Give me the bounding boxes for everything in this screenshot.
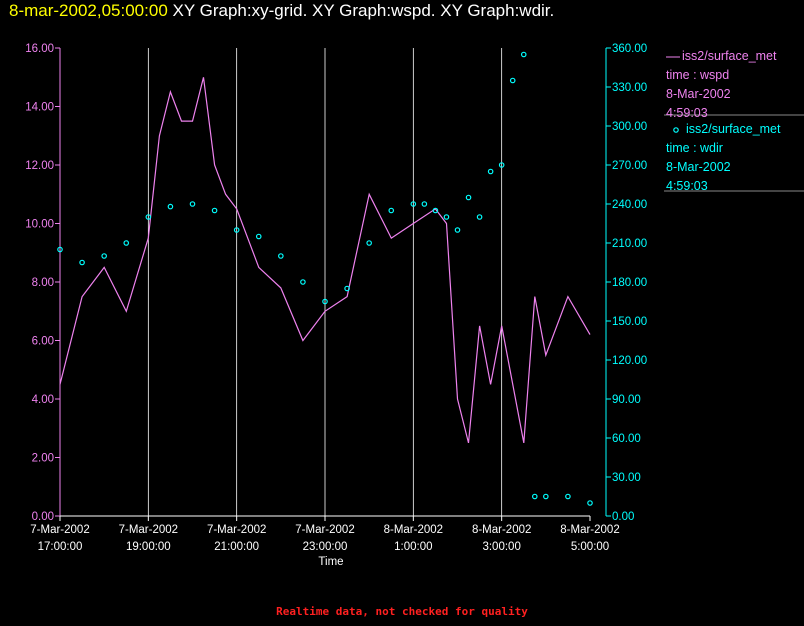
x-axis: 7-Mar-2002 17:00:00 7-Mar-2002 19:00:00 7-Ma… [30,515,620,553]
wdir-point [57,246,63,253]
right-tick-label: 30.00 [612,472,641,484]
legend-wdir: iss2/surface_met time : wdir 8-Mar-2002 … [666,120,780,196]
wdir-point [443,214,450,220]
legend-wdir-label: time : wdir [666,141,723,155]
wdir-point [410,201,417,207]
right-tick-label: 240.00 [612,199,647,211]
left-tick-label: 10.00 [25,219,54,231]
left-axis: 0.00 2.00 4.00 6.00 8.00 10.00 12.00 14.00 16.00 [25,43,61,523]
wdir-point [255,233,262,240]
x-tick-label-time: 23:00:00 [303,541,348,553]
wdir-point [487,168,494,175]
title-graphs: XY Graph:xy-grid. XY Graph:wspd. XY Grap… [172,1,555,20]
x-tick-label-time: 19:00:00 [126,541,171,553]
wdir-point [476,214,483,220]
wdir-point [344,285,350,292]
wdir-point [432,207,439,214]
wdir-point [388,207,395,214]
legend-wdir-date: 8-Mar-2002 [666,160,731,174]
wdir-point [520,51,527,58]
left-tick-label: 16.00 [25,43,54,55]
legend-wspd-label: time : wspd [666,68,730,82]
left-tick-label: 0.00 [32,511,54,523]
wdir-series [57,51,593,506]
legend-wdir-swatch [673,127,679,133]
x-tick-label-time: 21:00:00 [214,541,259,553]
wdir-point [531,493,538,500]
wdir-point [465,194,472,201]
x-tick-label-date: 7-Mar-2002 [119,524,178,536]
right-axis: 0.00 30.00 60.00 90.00 120.00 150.00 180.00 210… [605,43,647,523]
legend-wdir-time: 4:59:03 [666,179,708,193]
chart-title: 8-mar-2002,05:00:00 XY Graph:xy-grid. XY… [9,1,554,21]
x-tick-label-date: 7-Mar-2002 [30,524,89,536]
wdir-point [366,240,372,246]
left-tick-label: 2.00 [32,453,54,465]
wdir-point [421,201,428,207]
wspd-series [59,77,591,444]
legend-wspd-time: 4:59:03 [666,106,708,120]
wdir-point [189,201,196,207]
right-tick-label: 180.00 [612,277,647,289]
right-tick-label: 60.00 [612,433,641,445]
right-tick-label: 210.00 [612,238,647,250]
left-tick-label: 6.00 [32,336,54,348]
left-tick-label: 14.00 [25,102,54,114]
wdir-point [167,203,174,210]
right-tick-label: 0.00 [612,511,634,523]
x-tick-label-date: 8-Mar-2002 [384,524,443,536]
wdir-point [79,259,85,266]
wdir-point [454,227,461,233]
right-tick-label: 90.00 [612,394,641,406]
x-tick-label-time: 1:00:00 [394,541,432,553]
title-date: 8-mar-2002,05:00:00 [9,1,168,20]
wdir-point [543,493,549,500]
wdir-point [145,214,152,220]
right-tick-label: 300.00 [612,121,647,133]
wdir-point [587,500,593,506]
legend-wspd-name: iss2/surface_met [682,49,777,63]
wdir-point [509,77,516,84]
wdir-point [101,253,107,259]
wdir-point [233,227,240,233]
x-tick-label-date: 7-Mar-2002 [295,524,354,536]
wdir-point [300,279,306,285]
wspd-line [59,77,591,444]
right-tick-label: 270.00 [612,160,647,172]
right-tick-label: 360.00 [612,43,647,55]
x-tick-label-time: 3:00:00 [482,541,520,553]
x-axis-label: Time [318,556,343,568]
wdir-point [498,162,505,168]
left-tick-label: 12.00 [25,160,54,172]
x-tick-label-date: 8-Mar-2002 [472,524,531,536]
legend-wspd: iss2/surface_met time : wspd 8-Mar-2002 … [666,47,776,123]
left-tick-label: 4.00 [32,394,54,406]
x-tick-label-date: 7-Mar-2002 [207,524,266,536]
wdir-point [123,240,130,246]
x-tick-label-time: 5:00:00 [571,541,609,553]
right-tick-label: 330.00 [612,82,647,94]
wdir-point [211,207,218,214]
x-tick-label-time: 17:00:00 [38,541,83,553]
wdir-point [322,298,328,305]
left-tick-label: 8.00 [32,277,54,289]
wdir-point [278,253,284,259]
x-tick-label-date: 8-Mar-2002 [560,524,619,536]
quality-notice: Realtime data, not checked for quality [276,605,528,618]
x-gridlines [147,48,503,516]
wdir-point [565,493,571,500]
right-tick-label: 120.00 [612,355,647,367]
right-tick-label: 150.00 [612,316,647,328]
legend-wspd-date: 8-Mar-2002 [666,87,731,101]
legend-wdir-name: iss2/surface_met [686,122,781,136]
